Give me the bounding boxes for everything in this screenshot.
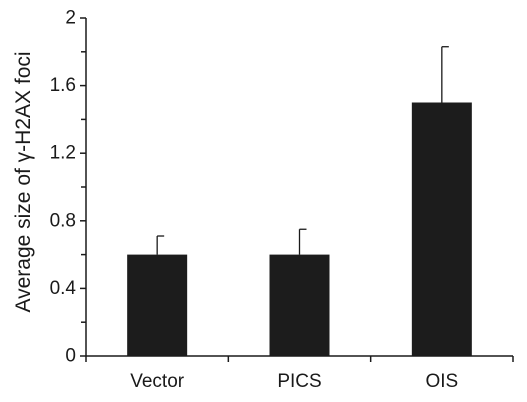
- y-tick-label: 0: [65, 346, 76, 367]
- x-tick-label-pics: PICS: [277, 371, 321, 392]
- y-tick-label: 2: [65, 8, 76, 29]
- y-tick-label: 1.2: [50, 143, 76, 164]
- x-tick-label-vector: Vector: [130, 371, 185, 392]
- error-bars: [156, 46, 449, 255]
- bar-vector: [127, 254, 188, 356]
- x-axis-ticks: [85, 356, 514, 362]
- bar-pics: [269, 254, 330, 356]
- y-axis-title: Average size of γ-H2AX foci: [12, 51, 35, 312]
- y-tick-label: 1.6: [50, 75, 76, 96]
- x-axis-tick-labels: Vector PICS OIS: [130, 371, 458, 392]
- y-axis-ticks: [80, 17, 86, 357]
- y-tick-label: 0.8: [50, 210, 76, 231]
- bars: [127, 102, 472, 356]
- y-tick-label: 0.4: [50, 278, 77, 299]
- bar-ois: [411, 102, 472, 356]
- y-axis-tick-labels: 0 0.4 0.8 1.2 1.6 2: [50, 8, 77, 367]
- x-tick-label-ois: OIS: [425, 371, 458, 392]
